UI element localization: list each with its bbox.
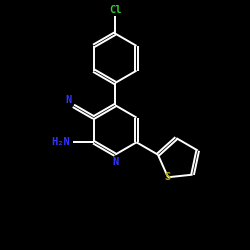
Text: S: S [165,172,171,182]
Text: N: N [112,157,118,167]
Text: H₂N: H₂N [51,137,70,147]
Text: Cl: Cl [109,5,121,15]
Text: N: N [65,94,71,104]
